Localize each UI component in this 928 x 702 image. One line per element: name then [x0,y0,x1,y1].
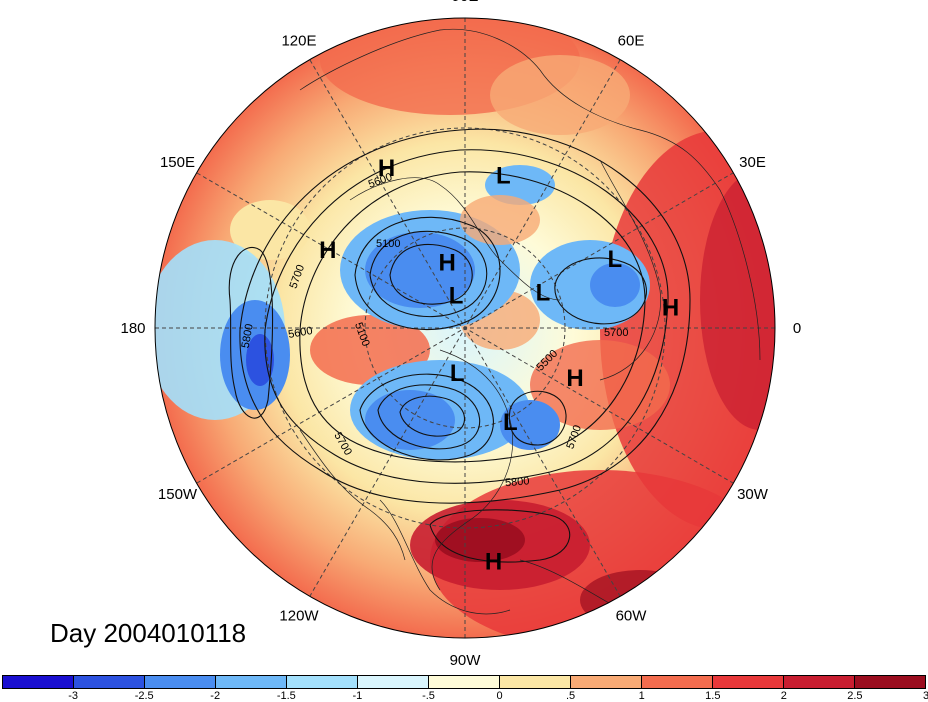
longitude-label: 120W [279,608,319,625]
longitude-label: 0 [793,320,801,337]
colorbar-tick-label: -2.5 [134,690,154,702]
longitude-label: 90E [452,0,479,5]
coastlines [299,28,761,621]
high-pressure-marker: H [378,155,395,182]
high-pressure-marker: H [439,250,456,277]
colorbar-swatch [287,676,358,688]
contour-label: 5100 [376,238,400,250]
colorbar-tick-label: -2 [210,690,221,702]
longitude-label: 180 [120,320,145,337]
contour-label: 5700 [604,327,628,339]
colorbar-swatch [855,676,925,688]
low-pressure-marker: L [449,283,464,310]
longitude-label: 60E [618,33,645,50]
height-contours [228,128,691,563]
colorbar-tick-label: 3 [922,690,928,702]
contour-label: 5800 [240,323,256,349]
low-pressure-marker: L [496,162,511,189]
longitude-label: 60W [616,608,648,625]
longitude-label: 30E [739,154,766,171]
colorbar-tick-label: -.5 [422,690,435,702]
colorbar-swatch [74,676,145,688]
high-pressure-marker: H [566,365,583,392]
colorbar-swatch [713,676,784,688]
longitude-label: 90W [450,652,482,669]
colorbar-swatch [571,676,642,688]
colorbar-swatch [784,676,855,688]
colorbar-tick-label: -1.5 [276,690,296,702]
colorbar-tick-label: .5 [566,690,576,702]
map-boundary [154,17,776,639]
longitude-label: 150E [160,154,195,171]
low-pressure-marker: L [607,246,622,273]
colorbar-swatch [500,676,571,688]
longitude-label: 150W [158,486,198,503]
low-pressure-marker: L [536,280,551,307]
low-pressure-marker: L [450,360,465,387]
colorbar-swatch [642,676,713,688]
high-pressure-marker: H [662,294,679,321]
colorbar-swatch [145,676,216,688]
colorbar-tick-label: 1.5 [705,690,721,702]
graticule [155,18,775,638]
colorbar-tick-label: -1 [352,690,363,702]
high-pressure-marker: H [485,549,502,576]
colorbar-swatch [3,676,74,688]
colorbar [2,675,926,689]
colorbar-swatch [358,676,429,688]
high-pressure-marker: H [319,237,336,264]
colorbar-tick-label: 2 [780,690,787,702]
colorbar-swatch [216,676,287,688]
colorbar-tick-label: 2.5 [847,690,863,702]
longitude-label: 120E [281,33,316,50]
contour-label: 5800 [505,475,530,489]
low-pressure-marker: L [503,409,518,436]
colorbar-tick-label: 1 [638,690,645,702]
colorbar-tick-label: -3 [68,690,78,702]
contour-label: 5600 [287,325,313,341]
polar-map: 90E 60E 30E 0 30W 60W 90W 120W 150W 180 150E 120E H… [120,0,801,669]
colorbar-tick-label: 0 [496,690,503,702]
colorbar-ticks: -3 -2.5 -2 -1.5 -1 -.5 0 .5 1 1.5 2 2.5 3 [2,690,928,702]
colorbar-swatch [429,676,500,688]
plot-title: Day 2004010118 [50,618,247,648]
longitude-labels: 90E 60E 30E 0 30W 60W 90W 120W 150W 180 150E 120E [120,0,801,669]
longitude-label: 30W [737,486,769,503]
